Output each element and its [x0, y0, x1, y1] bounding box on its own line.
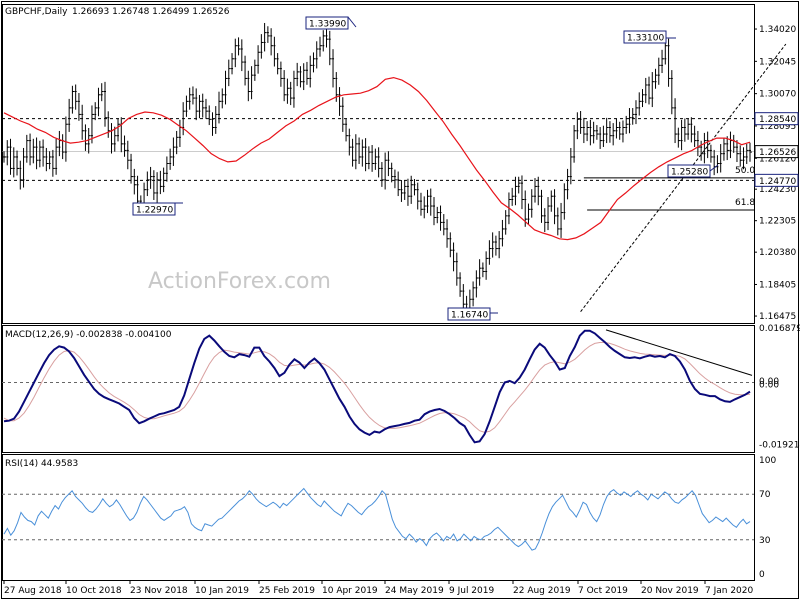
rsi-y-tick-label: 100: [759, 456, 776, 466]
fib-label-50: 50.0: [735, 166, 755, 176]
macd-y-tick-label: -0.019214: [759, 441, 800, 451]
label-low-1-22970: 1.22970: [136, 206, 173, 216]
label-connector: [709, 164, 719, 172]
price-panel: ActionForex.com 1.33990 1.33100 1.25280 1.22…: [2, 7, 799, 322]
macd-signal-line: [3, 342, 751, 433]
price-y-tick-label: 1.16475: [759, 312, 796, 322]
x-tick-label: 27 Aug 2018: [4, 586, 62, 596]
rsi-y-tick-label: 70: [759, 490, 771, 500]
x-tick-label: 22 Aug 2019: [513, 586, 571, 596]
price-y-tick-label: 1.24230: [759, 185, 796, 195]
fib-label-618: 61.8: [735, 198, 755, 208]
x-tick-label: 9 Jul 2019: [449, 586, 494, 596]
fib-diagonal: [580, 43, 787, 313]
panel-frame: [2, 4, 755, 324]
axis-box-1-24770: [754, 173, 799, 187]
label-low-1-16740: 1.16740: [451, 311, 488, 321]
panel-frame: [2, 454, 755, 581]
label-connector: [347, 16, 357, 28]
axis-label-1-24770: 1.24770: [759, 177, 796, 187]
price-y-tick-label: 1.20380: [759, 248, 796, 258]
label-high-1-33100: 1.33100: [627, 34, 664, 44]
price-y-tick-label: 1.34020: [759, 25, 796, 35]
macd-line: [3, 329, 751, 444]
rsi-y-tick-label: 0: [759, 570, 765, 580]
label-high-1-33990: 1.33990: [309, 20, 346, 30]
x-axis: 27 Aug 2018 10 Oct 2018 23 Nov 2018 10 Jan …: [3, 580, 753, 596]
macd-panel: MACD(12,26,9) -0.002838 -0.004100 0.01687…: [2, 324, 800, 451]
x-tick-label: 20 Nov 2019: [641, 586, 699, 596]
macd-trendline: [605, 329, 753, 376]
x-tick-label: 7 Oct 2019: [578, 586, 628, 596]
level-label-box: [447, 307, 491, 321]
rsi-panel: RSI(14) 44.9583 100 70 30 0: [2, 456, 776, 580]
price-y-tick-label: 1.28095: [759, 122, 796, 132]
price-y-tick-label: 1.22305: [759, 217, 796, 227]
x-tick-label: 10 Apr 2019: [322, 586, 378, 596]
rsi-y-tick-label: 30: [759, 536, 771, 546]
axis-label-current-price: 1.26526: [759, 148, 796, 158]
level-label-box: [305, 16, 349, 30]
price-y-tick-label: 1.30070: [759, 90, 796, 100]
chart-symbol: GBPCHF,Daily: [5, 7, 68, 17]
x-tick-label: 10 Jan 2019: [195, 586, 249, 596]
rsi-title: RSI(14) 44.9583: [5, 459, 78, 469]
price-y-tick-label: 1.26120: [759, 154, 796, 164]
x-tick-label: 24 May 2019: [385, 586, 444, 596]
price-y-tick-label: 1.18405: [759, 280, 796, 290]
price-y-tick-label: 1.32045: [759, 57, 796, 67]
macd-y-tick-label: 0.00: [759, 380, 779, 390]
level-label-box: [623, 30, 667, 44]
macd-y-tick-label: 0.00: [759, 377, 779, 387]
axis-box-1-28540: [754, 112, 799, 126]
panel-frame: [2, 325, 755, 453]
axis-label-1-28540: 1.28540: [759, 115, 796, 125]
macd-y-tick-label: 0.016879: [759, 324, 800, 334]
watermark: ActionForex.com: [148, 269, 331, 294]
x-tick-label: 10 Oct 2018: [66, 586, 122, 596]
rsi-line: [3, 487, 751, 551]
x-tick-label: 7 Jan 2020: [705, 586, 753, 596]
label-low-1-25280: 1.25280: [671, 168, 708, 178]
x-tick-label: 23 Nov 2018: [130, 586, 188, 596]
level-label-box: [132, 202, 176, 216]
axis-box-current-price: [754, 145, 799, 159]
chart-ohlc: 1.26693 1.26748 1.26499 1.26526: [72, 7, 230, 17]
macd-title: MACD(12,26,9) -0.002838 -0.004100: [5, 330, 172, 340]
x-tick-label: 25 Feb 2019: [259, 586, 315, 596]
moving-average-line: [3, 76, 751, 241]
